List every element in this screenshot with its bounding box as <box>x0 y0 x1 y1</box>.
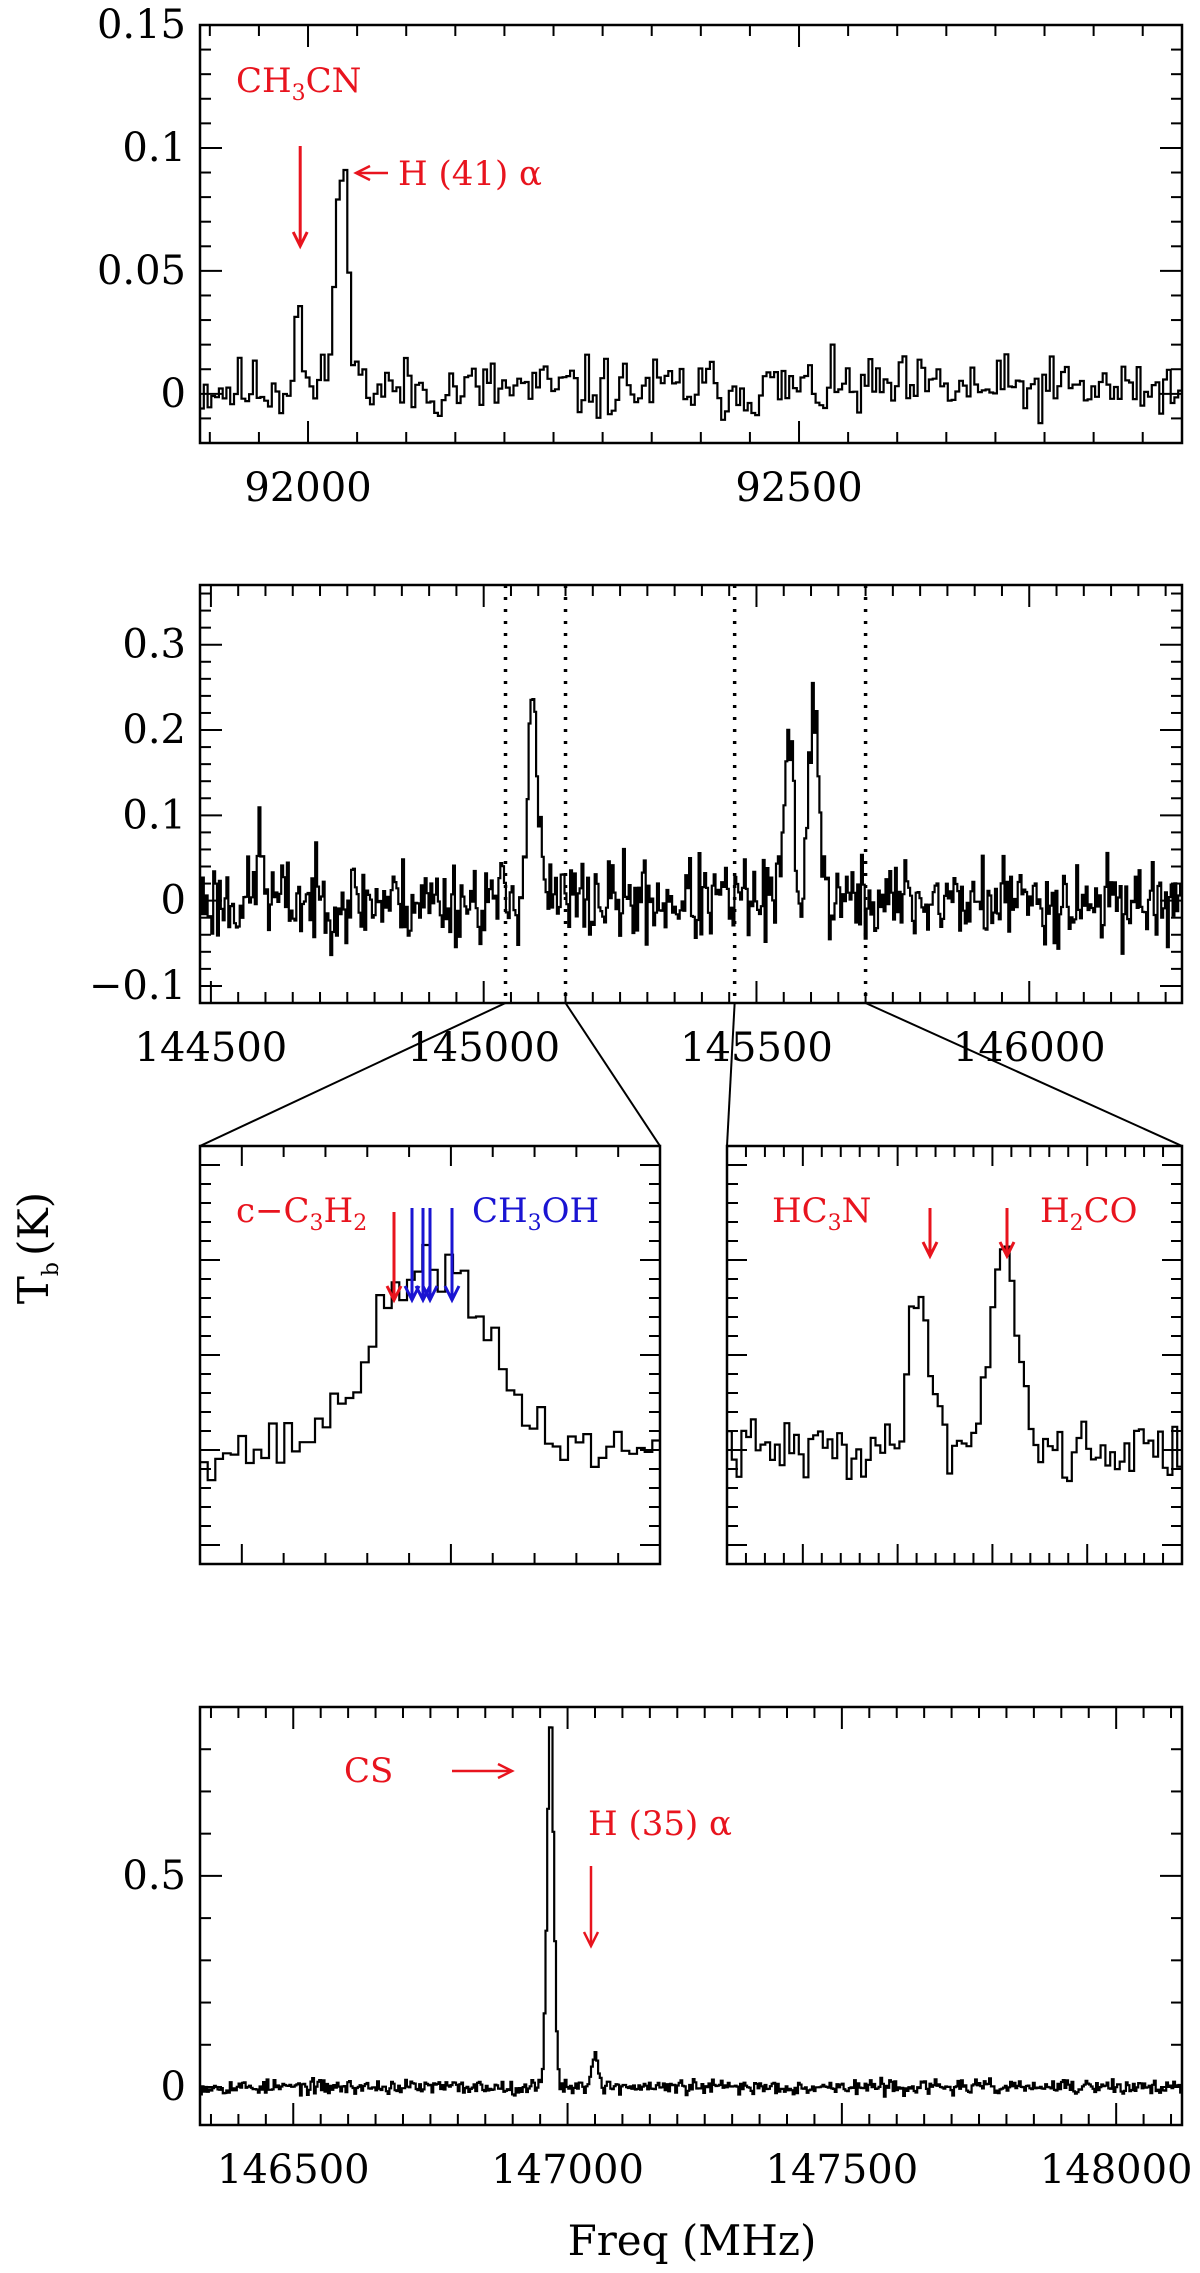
panel3-x-tick-label: 147000 <box>491 2147 644 2193</box>
panel2-frame <box>198 583 1184 1005</box>
panel2-x-tick-label: 146000 <box>953 1025 1106 1071</box>
panel2-y-tick-label: 0.2 <box>122 707 186 753</box>
h35a-label: H (35) α <box>588 1804 732 1844</box>
panel2-x-tick-label: 145500 <box>680 1025 833 1071</box>
zoom-connector-line <box>865 1002 1183 1147</box>
ch3oh-label: CH3OH <box>472 1191 599 1236</box>
hc3n-label: HC3N <box>772 1191 871 1236</box>
zoom-guides <box>199 585 1183 1147</box>
h2co-arrow-head <box>998 1241 1016 1260</box>
cs-arrow-head <box>497 1762 515 1780</box>
panel1-spectrum-line <box>200 168 1182 425</box>
panel3-x-tick-label: 147500 <box>766 2147 919 2193</box>
hc3n-arrow-head <box>921 1241 939 1260</box>
c-c3h2-label: c−C3H2 <box>236 1191 367 1236</box>
ch3oh-arrow-head <box>414 1285 432 1304</box>
y-axis-title: Tb(K) <box>9 1192 64 1304</box>
panel2-y-tick-label: −0.1 <box>89 963 186 1009</box>
panel3-x-tick-label: 148000 <box>1040 2147 1193 2193</box>
panel3-frame <box>198 1705 1184 2127</box>
h41a-label: H (41) α <box>398 154 542 194</box>
cs-label: CS <box>344 1751 393 1791</box>
panel2-y-tick-label: 0.3 <box>122 622 186 668</box>
c-c3h2-arrow-head <box>385 1285 403 1304</box>
panel1-y-tick-label: 0.15 <box>97 2 186 48</box>
line-annotations: CH3CN H (41) α c−C3H2 CH3OH HC3N H2CO CS H (35)… <box>236 61 1138 1949</box>
panel3-x-tick-label: 146500 <box>217 2147 370 2193</box>
panel2-y-tick-label: 0 <box>161 878 186 924</box>
panel3-y-tick-label: 0.5 <box>122 1853 186 1899</box>
ch3cn-arrow-head <box>291 231 309 250</box>
panel1-y-tick-label: 0.1 <box>122 125 186 171</box>
panel1-x-tick-label: 92500 <box>735 465 862 511</box>
ch3cn-label: CH3CN <box>236 61 361 106</box>
h2co-label: H2CO <box>1040 1191 1138 1236</box>
panel2-y-tick-label: 0.1 <box>122 792 186 838</box>
zoom-connector-line <box>199 1002 506 1147</box>
axis-ticks: 92000 92500 0 0.05 0.1 0.15 144500 145000 145500… <box>89 2 1193 2193</box>
panel3-spectrum-line <box>200 1726 1182 2098</box>
panel2-x-tick-label: 144500 <box>135 1025 288 1071</box>
inset2-spectrum-line <box>727 1245 1182 1483</box>
zoom-connector-line <box>726 1002 736 1147</box>
panel2-x-tick-label: 145000 <box>407 1025 560 1071</box>
zoom-connector-line <box>564 1002 661 1147</box>
panel1-frame <box>198 23 1184 445</box>
panel1-y-tick-label: 0.05 <box>97 248 186 294</box>
panel2-spectrum-line <box>200 681 1182 957</box>
h35a-arrow-head <box>582 1931 600 1949</box>
panel1-x-tick-label: 92000 <box>244 465 371 511</box>
x-axis-title: Freq (MHz) <box>568 2216 817 2265</box>
ch3oh-arrow-head <box>421 1285 439 1304</box>
panel3-y-tick-label: 0 <box>161 2064 186 2110</box>
panel1-y-tick-label: 0 <box>161 371 186 417</box>
h41a-arrow-head <box>353 164 371 182</box>
ch3oh-arrow-head <box>443 1285 461 1304</box>
